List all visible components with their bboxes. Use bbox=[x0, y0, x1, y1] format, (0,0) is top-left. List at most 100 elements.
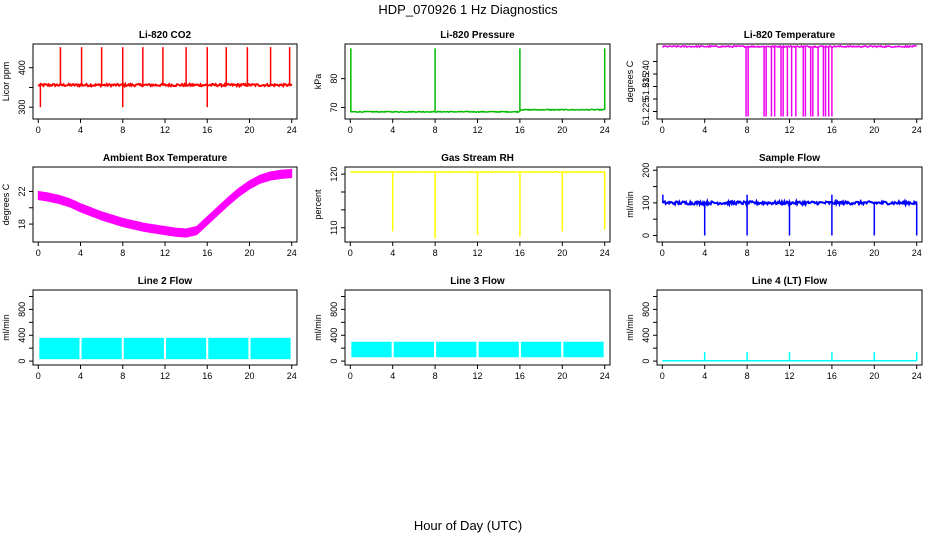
y-axis-label: kPa bbox=[313, 74, 323, 90]
y-axis-label: ml/min bbox=[313, 314, 323, 341]
y-axis-label: ml/min bbox=[625, 314, 635, 341]
panel-title: Gas Stream RH bbox=[441, 153, 514, 164]
y-tick-label: 51.235 bbox=[641, 73, 651, 101]
x-tick-label: 24 bbox=[287, 125, 297, 135]
x-tick-label: 20 bbox=[557, 371, 567, 381]
y-tick-label: 51.240 bbox=[641, 60, 651, 88]
y-tick-label: 200 bbox=[641, 163, 651, 178]
y-tick-label: 400 bbox=[17, 60, 27, 75]
y-tick-label: 800 bbox=[329, 302, 339, 317]
y-tick-label: 400 bbox=[17, 328, 27, 343]
y-axis-label: ml/min bbox=[625, 191, 635, 218]
x-tick-label: 24 bbox=[287, 248, 297, 258]
y-tick-label: 0 bbox=[17, 359, 27, 364]
y-axis-label: ml/min bbox=[1, 314, 11, 341]
panel-4: Ambient Box Temperature 0 4 8 12 16 20 24 18 22 de… bbox=[1, 153, 298, 258]
series-band-segment bbox=[478, 341, 519, 358]
x-tick-label: 20 bbox=[869, 248, 879, 258]
plot-frame bbox=[344, 43, 611, 120]
series-band-segment bbox=[123, 337, 164, 360]
series-band-segment bbox=[166, 337, 207, 360]
panel-8: Line 3 Flow 0 4 8 12 16 20 24 0 400 800 ml/min bbox=[313, 276, 611, 381]
x-tick-label: 16 bbox=[827, 125, 837, 135]
y-tick-label: 70 bbox=[329, 102, 339, 112]
x-tick-label: 16 bbox=[515, 248, 525, 258]
series-band-segment bbox=[436, 341, 477, 358]
y-axis-label: degrees C bbox=[625, 60, 635, 102]
x-tick-label: 8 bbox=[433, 371, 438, 381]
y-tick-label: 0 bbox=[641, 233, 651, 238]
panel-title: Line 4 (LT) Flow bbox=[752, 276, 828, 287]
x-tick-label: 12 bbox=[784, 248, 794, 258]
x-tick-label: 0 bbox=[36, 248, 41, 258]
x-tick-label: 4 bbox=[78, 248, 83, 258]
y-tick-label: 100 bbox=[641, 195, 651, 210]
y-tick-label: 400 bbox=[329, 328, 339, 343]
x-tick-label: 0 bbox=[660, 248, 665, 258]
x-tick-label: 16 bbox=[202, 125, 212, 135]
x-tick-label: 8 bbox=[120, 125, 125, 135]
x-tick-label: 20 bbox=[557, 248, 567, 258]
panel-3: Li-820 Temperature 0 4 8 12 16 20 24 51.22551.23… bbox=[625, 30, 923, 135]
series-band bbox=[37, 168, 293, 238]
x-tick-label: 24 bbox=[600, 125, 610, 135]
panel-5: Gas Stream RH 0 4 8 12 16 20 24 110 120 percent bbox=[313, 153, 611, 258]
x-tick-label: 0 bbox=[348, 371, 353, 381]
y-axis-label: degrees C bbox=[1, 183, 11, 225]
panel-title: Li-820 CO2 bbox=[139, 30, 192, 41]
x-tick-label: 20 bbox=[869, 371, 879, 381]
x-tick-label: 20 bbox=[557, 125, 567, 135]
x-tick-label: 8 bbox=[745, 248, 750, 258]
x-tick-label: 8 bbox=[745, 371, 750, 381]
x-tick-label: 0 bbox=[36, 125, 41, 135]
x-tick-label: 16 bbox=[202, 371, 212, 381]
x-tick-label: 4 bbox=[78, 371, 83, 381]
x-tick-label: 12 bbox=[160, 371, 170, 381]
panel-2: Li-820 Pressure 0 4 8 12 16 20 24 70 80 kPa bbox=[313, 30, 611, 135]
x-tick-label: 12 bbox=[784, 371, 794, 381]
series-band-segment bbox=[81, 337, 122, 360]
x-tick-label: 4 bbox=[390, 248, 395, 258]
y-tick-label: 0 bbox=[641, 359, 651, 364]
y-tick-label: 300 bbox=[17, 100, 27, 115]
series-band-segment bbox=[351, 341, 392, 358]
x-tick-label: 24 bbox=[287, 371, 297, 381]
x-tick-label: 4 bbox=[702, 371, 707, 381]
x-tick-label: 24 bbox=[912, 125, 922, 135]
x-tick-label: 16 bbox=[202, 248, 212, 258]
x-tick-label: 4 bbox=[390, 371, 395, 381]
figure-title: HDP_070926 1 Hz Diagnostics bbox=[378, 2, 558, 17]
panel-title: Ambient Box Temperature bbox=[103, 153, 228, 164]
panel-6: Sample Flow 0 4 8 12 16 20 24 0 100 200 ml/min bbox=[625, 153, 923, 258]
y-axis-label: Licor ppm bbox=[1, 62, 11, 102]
y-tick-label: 22 bbox=[17, 186, 27, 196]
y-tick-label: 80 bbox=[329, 74, 339, 84]
x-tick-label: 0 bbox=[348, 248, 353, 258]
x-tick-label: 12 bbox=[160, 125, 170, 135]
x-tick-label: 8 bbox=[120, 371, 125, 381]
series-line bbox=[662, 197, 918, 208]
x-axis-title: Hour of Day (UTC) bbox=[413, 518, 523, 533]
y-tick-label: 800 bbox=[641, 302, 651, 317]
x-tick-label: 0 bbox=[348, 125, 353, 135]
x-tick-label: 12 bbox=[472, 125, 482, 135]
x-tick-label: 20 bbox=[244, 371, 254, 381]
series-band-segment bbox=[250, 337, 291, 360]
series-band-segment bbox=[208, 337, 249, 360]
x-tick-label: 12 bbox=[472, 371, 482, 381]
x-tick-label: 4 bbox=[78, 125, 83, 135]
x-tick-label: 8 bbox=[433, 248, 438, 258]
y-tick-label: 110 bbox=[329, 221, 339, 235]
plot-frame bbox=[656, 43, 923, 120]
panel-title: Li-820 Pressure bbox=[440, 30, 515, 41]
series-line bbox=[37, 81, 293, 89]
x-tick-label: 8 bbox=[120, 248, 125, 258]
panel-9: Line 4 (LT) Flow 0 4 8 12 16 20 24 0 400 800 ml/min bbox=[625, 276, 923, 381]
x-tick-label: 24 bbox=[600, 248, 610, 258]
x-tick-label: 24 bbox=[600, 371, 610, 381]
series-line bbox=[350, 108, 605, 114]
y-tick-label: 400 bbox=[641, 328, 651, 343]
series-line bbox=[38, 173, 292, 234]
y-tick-label: 51.225 bbox=[641, 98, 651, 126]
